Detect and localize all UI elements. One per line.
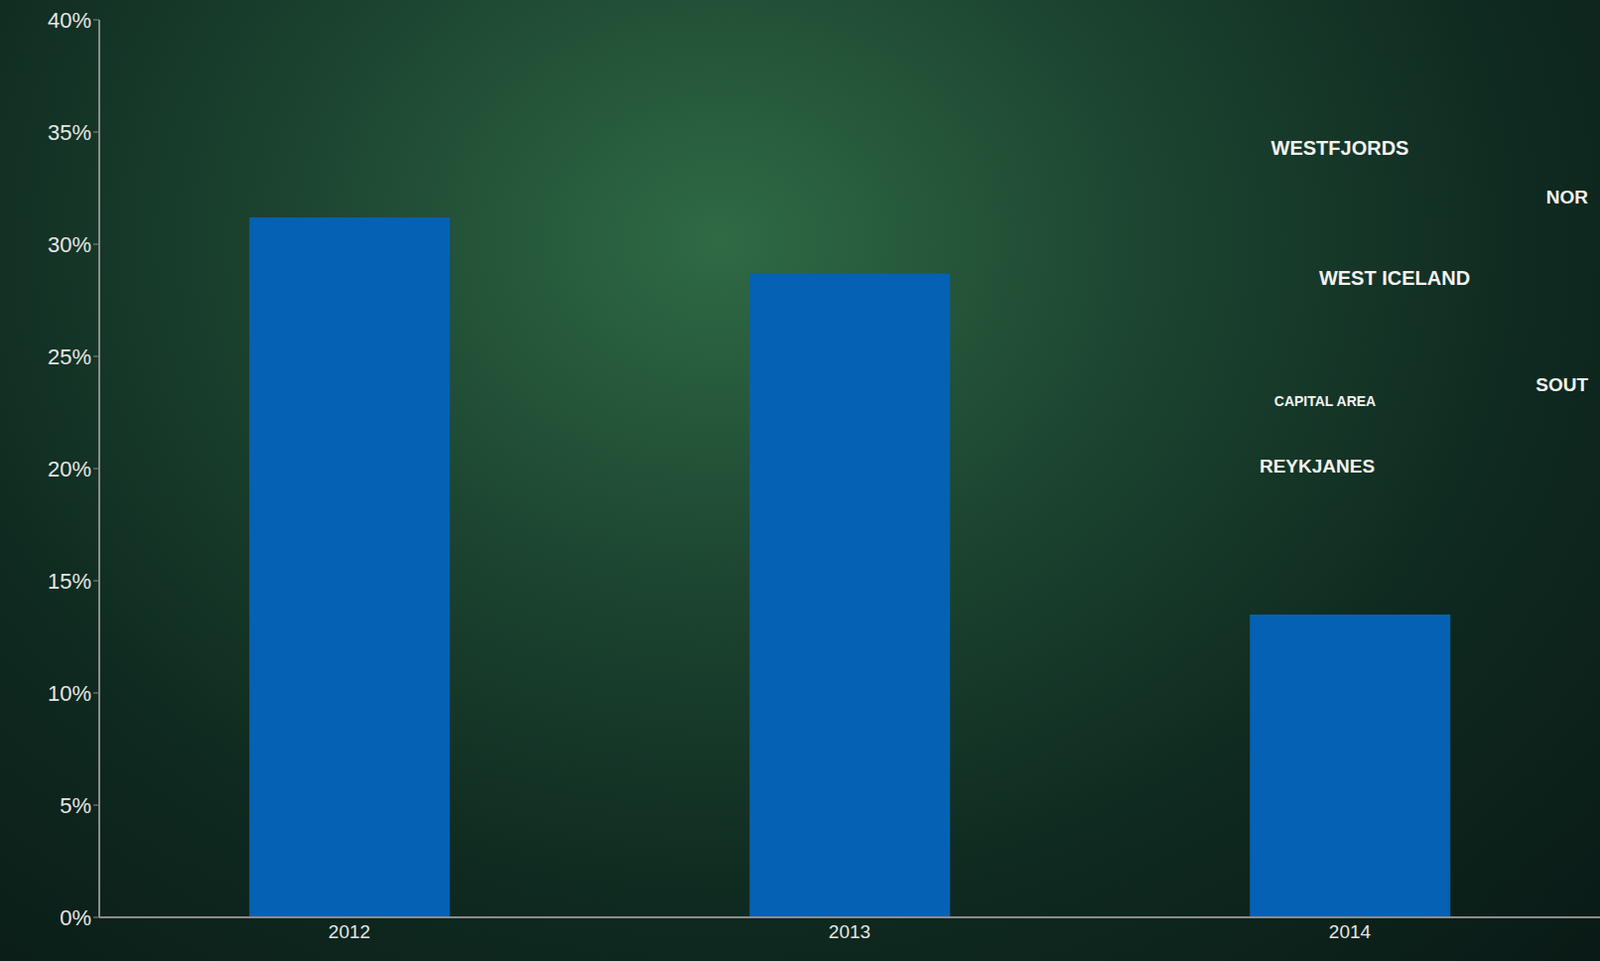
svg-text:0%: 0% [59, 905, 92, 931]
svg-text:5%: 5% [59, 793, 92, 818]
svg-text:40%: 40% [47, 7, 92, 33]
svg-text:2014: 2014 [1329, 921, 1372, 942]
svg-text:35%: 35% [47, 120, 92, 145]
svg-text:WESTFJORDS: WESTFJORDS [1271, 136, 1410, 159]
svg-text:15%: 15% [47, 568, 92, 594]
svg-text:CAPITAL AREA: CAPITAL AREA [1274, 393, 1376, 409]
svg-text:25%: 25% [47, 344, 92, 370]
svg-text:20%: 20% [47, 456, 92, 482]
svg-text:NOR: NOR [1546, 186, 1590, 208]
svg-text:SOUT: SOUT [1535, 374, 1589, 396]
svg-text:10%: 10% [47, 680, 92, 706]
svg-text:30%: 30% [47, 232, 92, 258]
svg-text:2013: 2013 [828, 921, 871, 942]
svg-text:REYKJANES: REYKJANES [1259, 455, 1375, 477]
svg-text:2012: 2012 [328, 921, 371, 942]
svg-text:WEST ICELAND: WEST ICELAND [1319, 266, 1470, 289]
